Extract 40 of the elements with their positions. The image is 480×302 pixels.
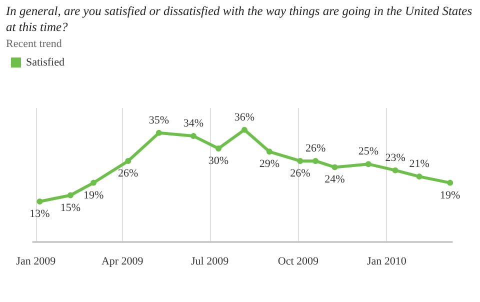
data-label: 13%: [30, 208, 50, 220]
data-label: 21%: [409, 158, 430, 170]
chart-title: In general, are you satisfied or dissatisfied with the way things are going in the United States at this time?: [6, 3, 474, 35]
point: [416, 174, 422, 180]
data-label: 36%: [234, 111, 255, 124]
point: [297, 158, 304, 164]
point: [156, 130, 162, 136]
point: [215, 146, 222, 152]
x-tick-label: Oct 2009: [278, 256, 320, 268]
legend-label: Satisfied: [26, 56, 65, 68]
x-tick-label: Jul 2009: [191, 256, 230, 268]
data-label: 26%: [118, 167, 138, 180]
point: [365, 161, 372, 168]
data-label: 19%: [440, 189, 460, 202]
point: [36, 198, 43, 204]
point: [447, 180, 454, 186]
point: [241, 126, 248, 133]
data-label: 15%: [60, 202, 81, 214]
data-label: 19%: [83, 189, 104, 202]
data-label: 23%: [385, 152, 406, 164]
data-label: 34%: [183, 118, 204, 130]
x-tick-label: Jan 2010: [366, 256, 407, 268]
point: [312, 158, 319, 164]
point: [90, 180, 97, 186]
data-label: 29%: [259, 158, 280, 170]
point: [190, 133, 196, 140]
x-tick-label: Apr 2009: [101, 256, 144, 268]
point: [332, 164, 338, 170]
point: [392, 167, 398, 174]
chart-subtitle: Recent trend: [6, 38, 62, 50]
data-label: 30%: [208, 155, 229, 168]
data-label: 26%: [305, 142, 326, 154]
x-tick-label: Jan 2009: [16, 256, 56, 268]
data-label: 24%: [324, 174, 345, 186]
data-label: 25%: [358, 146, 378, 158]
data-label: 26%: [290, 167, 310, 180]
data-label: 35%: [148, 114, 169, 126]
point: [67, 192, 74, 198]
point: [266, 148, 272, 155]
point: [125, 158, 132, 164]
